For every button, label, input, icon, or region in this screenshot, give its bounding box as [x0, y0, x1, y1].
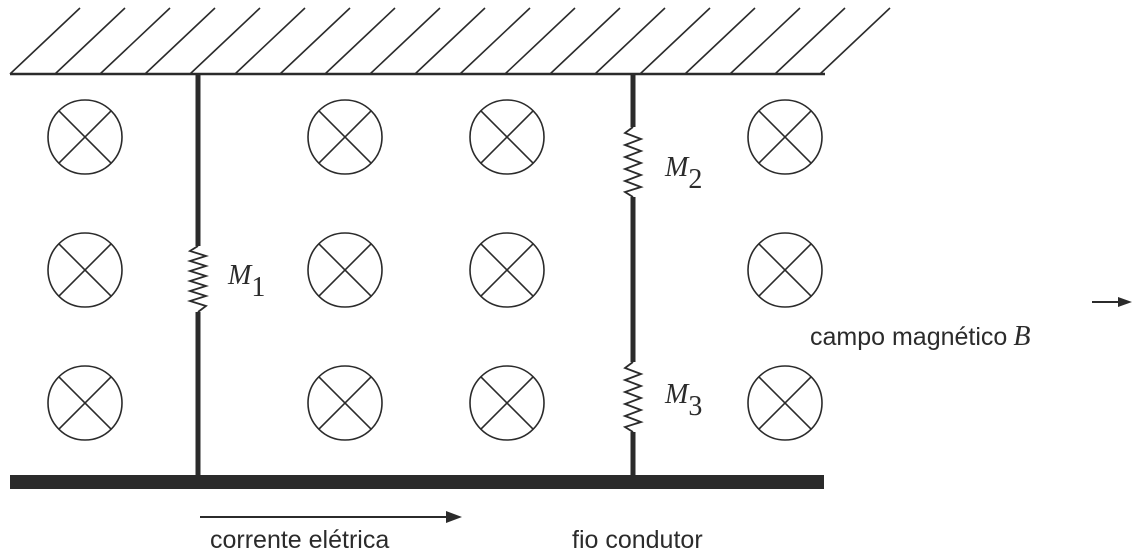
field-into-page-icon	[47, 365, 123, 441]
vector-arrow-icon	[1092, 297, 1132, 307]
hatch-line	[504, 7, 576, 75]
hatch-line	[279, 7, 351, 75]
field-into-page-icon	[747, 232, 823, 308]
current-label: corrente elétrica	[210, 526, 389, 554]
hatch-line	[54, 7, 126, 75]
hatch-line	[774, 7, 846, 75]
hatch-line	[729, 7, 801, 75]
hatch-line	[234, 7, 306, 75]
wire-label: fio condutor	[572, 526, 703, 554]
spring-label-m1: M1	[227, 260, 265, 303]
field-into-page-icon	[47, 232, 123, 308]
field-into-page-icon	[469, 99, 545, 175]
wire-left	[186, 74, 210, 478]
spring-m1	[186, 245, 210, 313]
hatch-line	[819, 7, 891, 75]
hatch-line	[594, 7, 666, 75]
ceiling-hatching	[9, 7, 891, 75]
field-into-page-icon	[469, 232, 545, 308]
magnetic-field-symbols	[47, 99, 823, 441]
field-into-page-icon	[307, 99, 383, 175]
hatch-line	[549, 7, 621, 75]
spring-m3	[622, 361, 644, 433]
ceiling	[9, 7, 891, 76]
spring-m2	[622, 126, 644, 198]
field-into-page-icon	[747, 365, 823, 441]
spring-label-m2: M2	[664, 152, 702, 195]
hatch-line	[459, 7, 531, 75]
hatch-line	[639, 7, 711, 75]
hatch-line	[99, 7, 171, 75]
field-into-page-icon	[469, 365, 545, 441]
field-label: campo magnético B	[810, 321, 1030, 352]
hatch-line	[324, 7, 396, 75]
hatch-line	[369, 7, 441, 75]
spring-label-m3: M3	[664, 379, 702, 422]
hatch-line	[414, 7, 486, 75]
conducting-wire-bar	[10, 475, 824, 489]
current-arrow-icon	[200, 511, 462, 523]
hatch-line	[684, 7, 756, 75]
field-into-page-icon	[307, 365, 383, 441]
hatch-line	[189, 7, 261, 75]
field-into-page-icon	[307, 232, 383, 308]
wire-right	[622, 74, 644, 478]
hatch-line	[144, 7, 216, 75]
field-into-page-icon	[747, 99, 823, 175]
hatch-line	[9, 7, 81, 75]
field-into-page-icon	[47, 99, 123, 175]
